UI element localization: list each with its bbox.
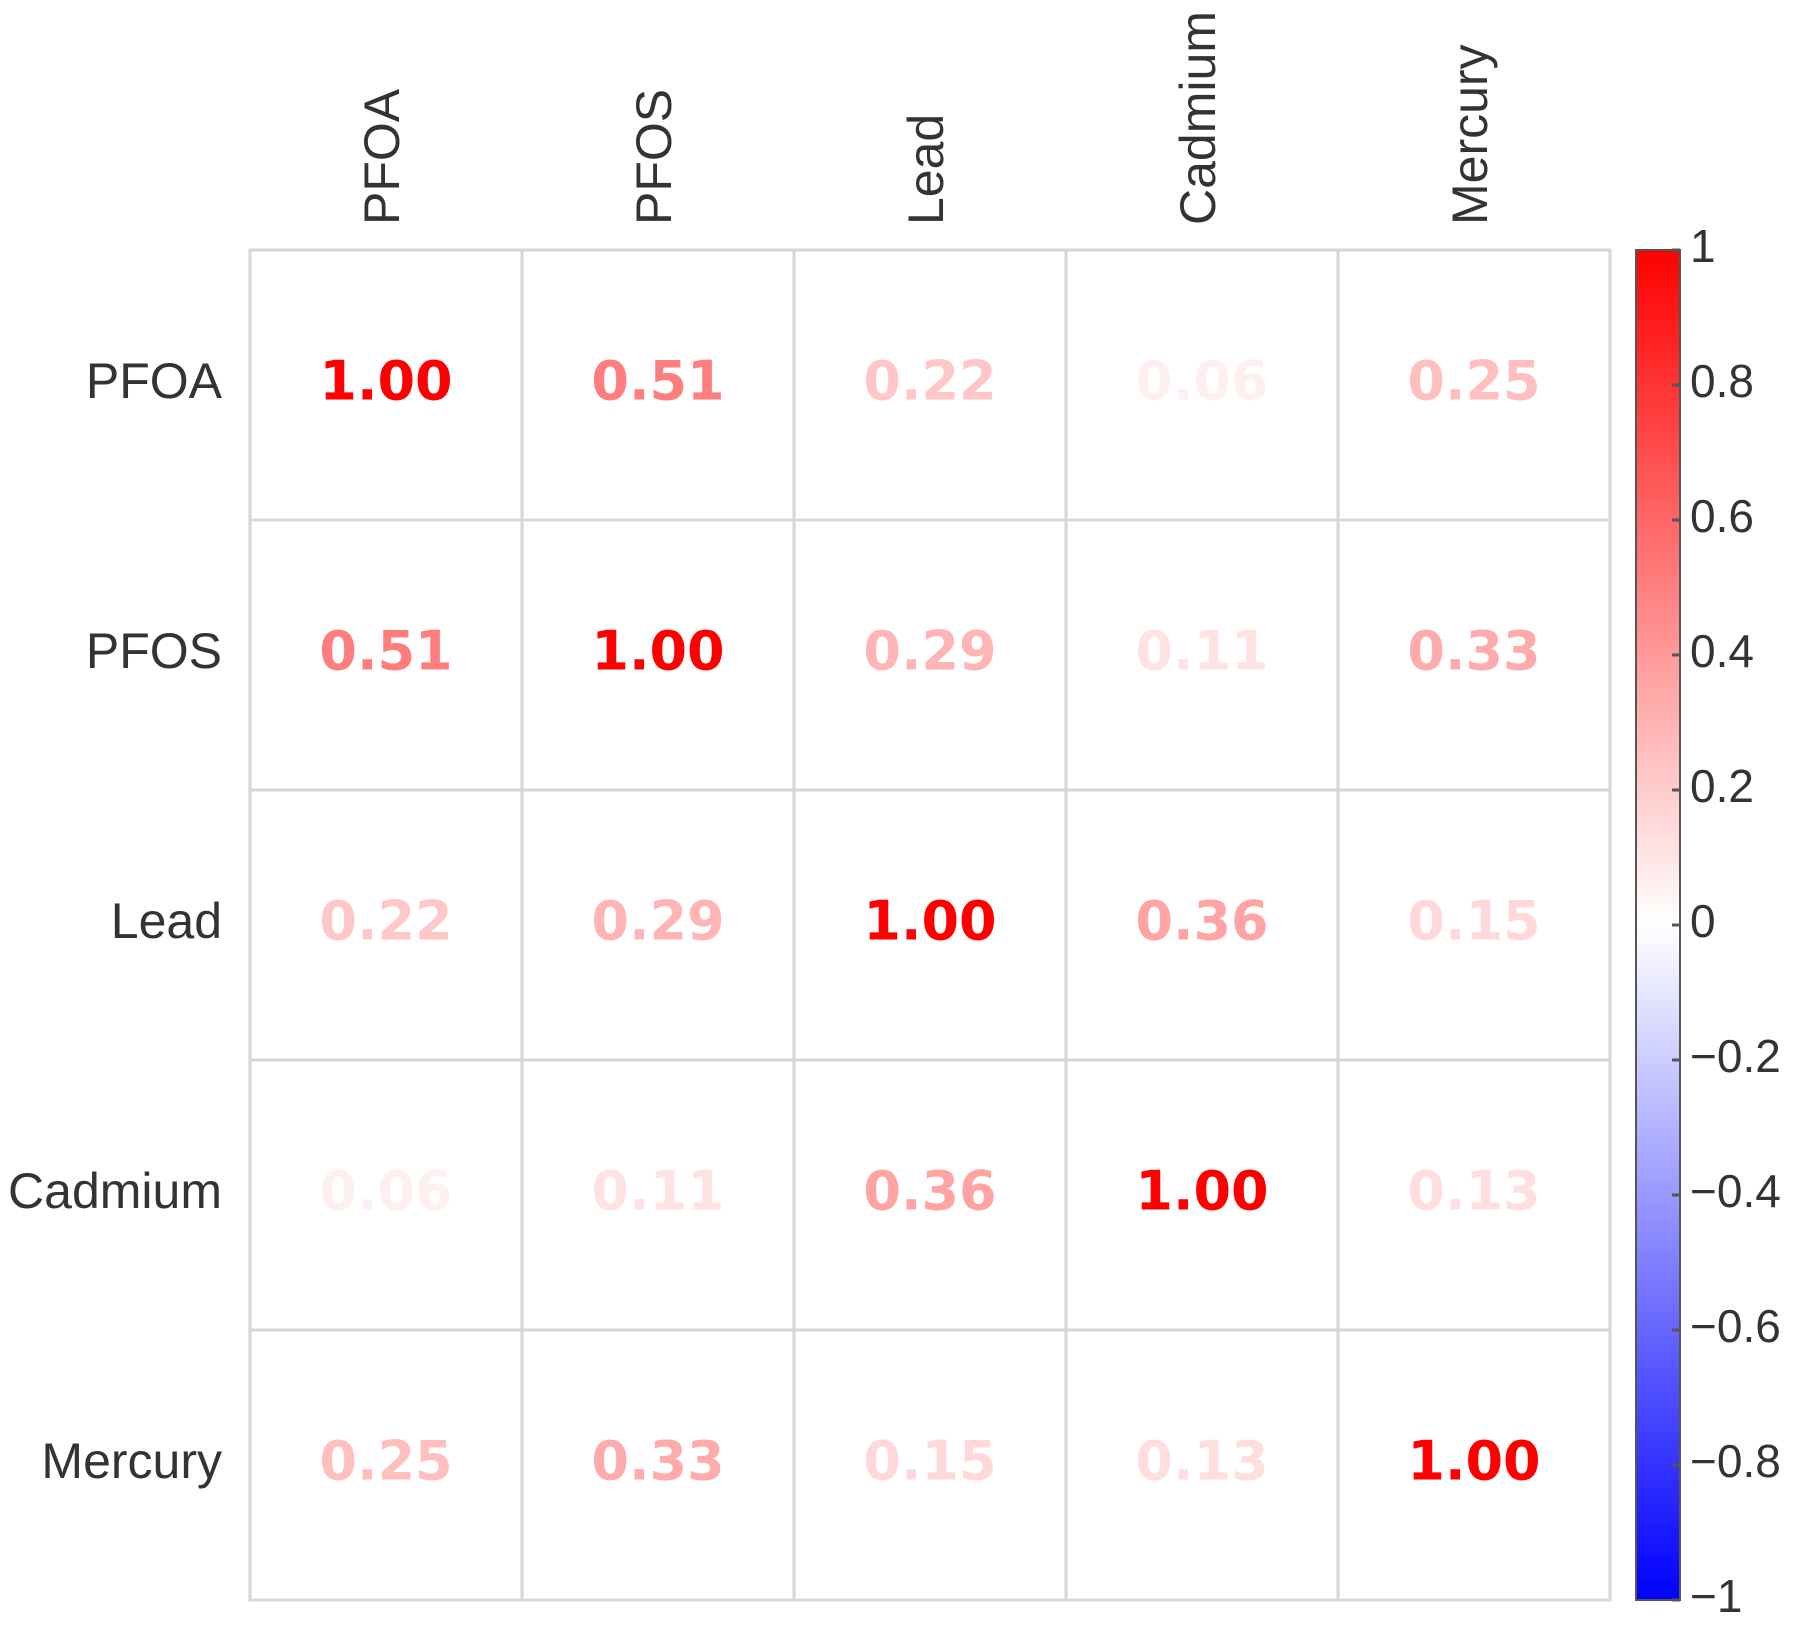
cell-value-cadmium-lead: 0.36 [863,1160,996,1223]
column-labels: PFOA PFOS Lead Cadmium Mercury [354,11,1498,225]
cell-value-mercury-pfos: 0.33 [591,1430,724,1493]
cell-value-mercury-lead: 0.15 [863,1430,996,1493]
colorbar-tick-label: −1 [1690,1570,1742,1622]
column-label-cadmium: Cadmium [1170,11,1226,225]
colorbar-tick-label: −0.6 [1690,1300,1781,1352]
row-label-pfoa: PFOA [86,353,223,409]
colorbar-tick-label: −0.8 [1690,1435,1781,1487]
row-label-lead: Lead [111,893,222,949]
cell-value-pfoa-pfos: 0.51 [591,350,724,413]
cell-value-pfos-pfoa: 0.51 [319,620,452,683]
cell-value-cadmium-pfos: 0.11 [591,1160,724,1223]
cell-value-pfos-pfos: 1.00 [591,620,724,683]
matrix-grid [248,248,1612,1602]
colorbar-tick-label: 0.2 [1690,760,1754,812]
cell-value-pfoa-pfoa: 1.00 [319,350,452,413]
row-labels: PFOA PFOS Lead Cadmium Mercury [8,353,223,1489]
cell-value-pfoa-cadmium: 0.06 [1135,350,1268,413]
cell-value-lead-lead: 1.00 [863,890,996,953]
colorbar-tick-label: 0.6 [1690,490,1754,542]
matrix-cells: 1.00 0.51 0.22 0.06 0.25 0.51 1.00 0.29 0.11 0.33… [319,350,1540,1493]
colorbar-tick-label: 1 [1690,220,1716,272]
cell-value-lead-mercury: 0.15 [1407,890,1540,953]
cell-value-pfoa-lead: 0.22 [863,350,996,413]
cell-value-mercury-cadmium: 0.13 [1135,1430,1268,1493]
cell-value-lead-pfos: 0.29 [591,890,724,953]
cell-value-pfoa-mercury: 0.25 [1407,350,1540,413]
cell-value-lead-pfoa: 0.22 [319,890,452,953]
cell-value-pfos-cadmium: 0.11 [1135,620,1268,683]
cell-value-pfos-lead: 0.29 [863,620,996,683]
column-label-lead: Lead [898,114,954,225]
colorbar-tick-label: −0.2 [1690,1030,1781,1082]
colorbar-tick-label: 0 [1690,895,1716,947]
colorbar-tick-label: 0.8 [1690,355,1754,407]
cell-value-cadmium-cadmium: 1.00 [1135,1160,1268,1223]
row-label-cadmium: Cadmium [8,1163,222,1219]
cell-value-pfos-mercury: 0.33 [1407,620,1540,683]
cell-value-cadmium-pfoa: 0.06 [319,1160,452,1223]
row-label-mercury: Mercury [41,1433,222,1489]
row-label-pfos: PFOS [86,623,222,679]
column-label-pfoa: PFOA [354,88,410,225]
colorbar-tick-label: 0.4 [1690,625,1754,677]
column-label-mercury: Mercury [1442,44,1498,225]
colorbar: 1 0.8 0.6 0.4 0.2 0 −0.2 −0.4 −0.6 −0.8 −1 [1635,220,1781,1622]
grid-border [248,248,1612,1602]
cell-value-mercury-pfoa: 0.25 [319,1430,452,1493]
cell-value-lead-cadmium: 0.36 [1135,890,1268,953]
cell-value-cadmium-mercury: 0.13 [1407,1160,1540,1223]
cell-value-mercury-mercury: 1.00 [1407,1430,1540,1493]
colorbar-tick-label: −0.4 [1690,1165,1781,1217]
column-label-pfos: PFOS [626,89,682,225]
